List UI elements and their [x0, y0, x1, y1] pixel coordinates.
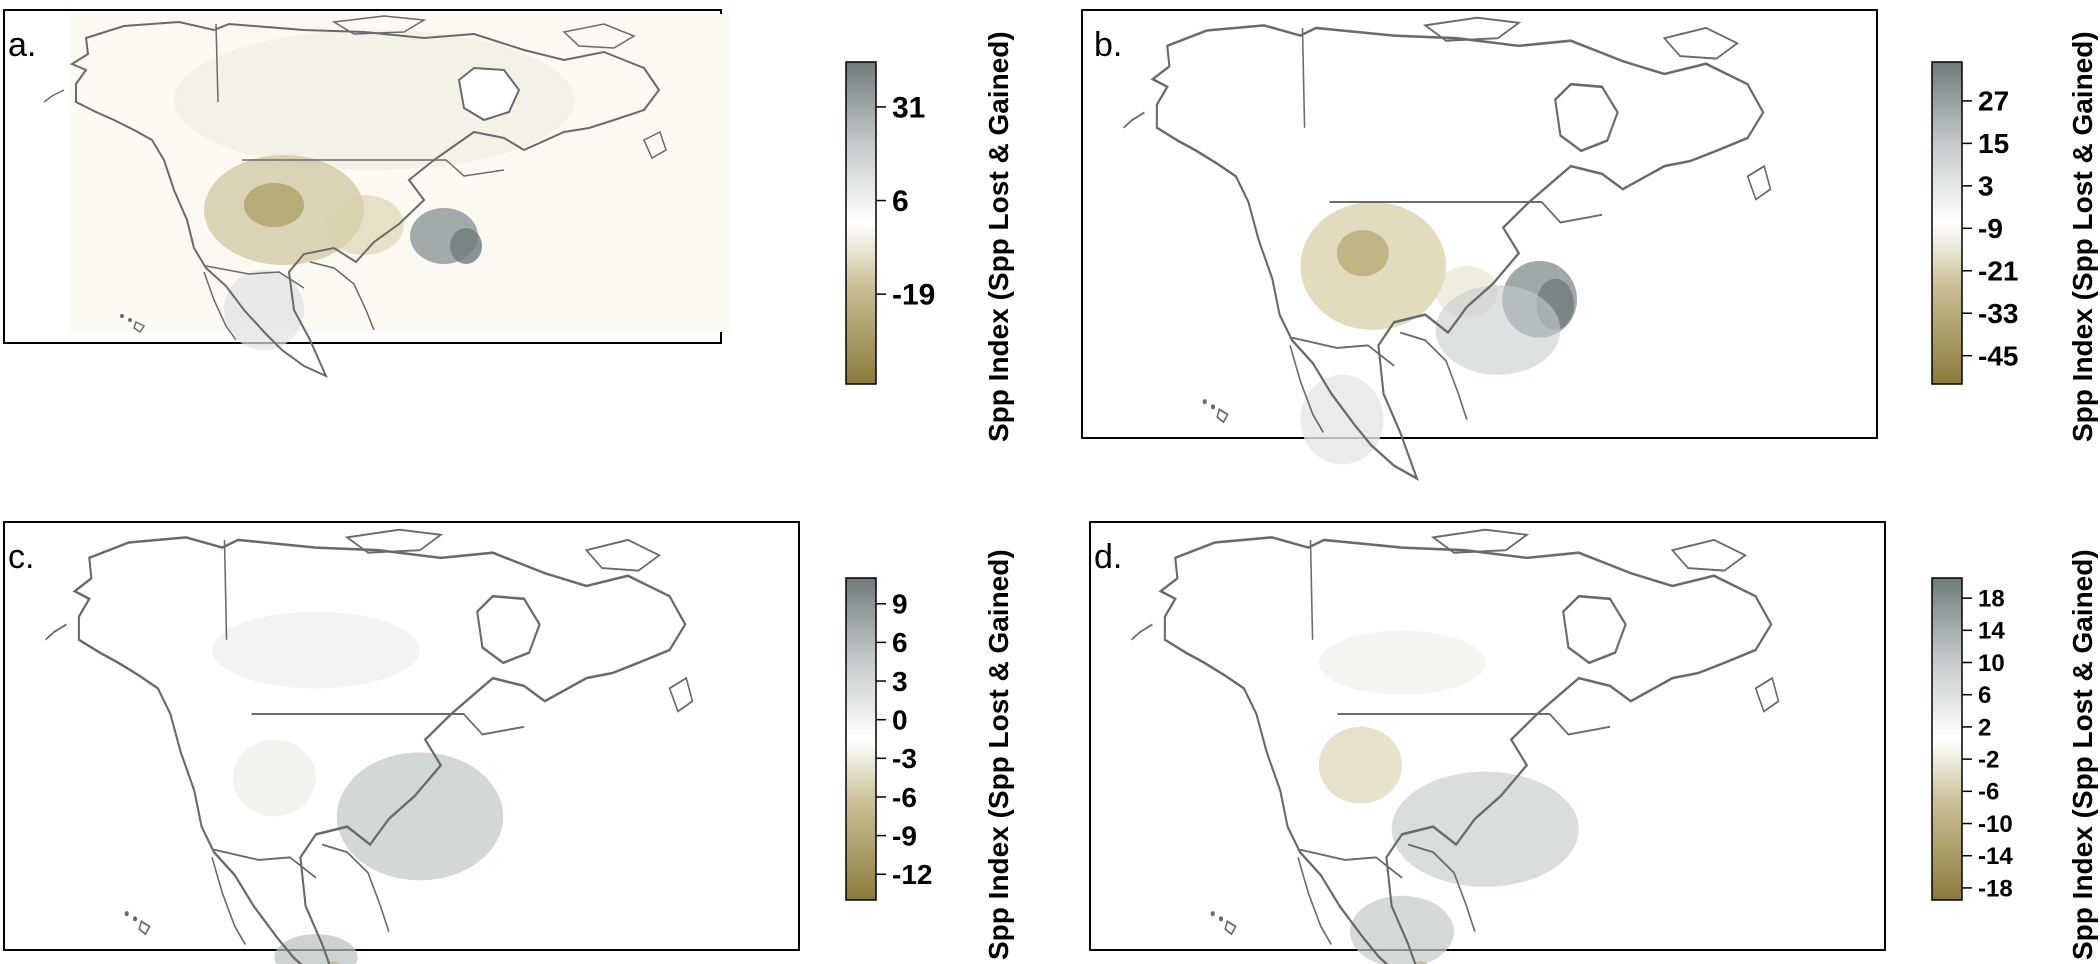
colorbar-tick-label: -19	[892, 279, 935, 312]
colorbar-scale	[845, 577, 877, 901]
colorbar-title: Spp Index (Spp Lost & Gained)	[2067, 31, 2098, 442]
colorbar-tick-label: 0	[892, 704, 908, 735]
colorbar-tick-label: -18	[1978, 875, 2013, 902]
colorbar-tick-label: 15	[1978, 128, 2009, 159]
colorbar-scale	[1931, 577, 1963, 901]
colorbar-tick-label: -33	[1978, 298, 2018, 329]
panel-d: d. 18 14 10 6 2 -2 -6 -10 -14 -18 Spp Index (Spp …	[1089, 521, 2098, 964]
colorbar-tick-label: 10	[1978, 650, 2005, 677]
panel-frame	[3, 521, 800, 951]
panel-label: d.	[1094, 538, 1122, 576]
colorbar-title: Spp Index (Spp Lost & Gained)	[983, 31, 1014, 442]
colorbar-tick-label: -14	[1978, 843, 2013, 870]
panel-b: b. 27 15 3 -9 -21 -33 -45 Spp Index (Spp Lost …	[1081, 9, 2098, 480]
colorbar-tick-label: -6	[1978, 779, 1999, 806]
colorbar-tick-label: 6	[892, 185, 909, 218]
map-d	[1130, 528, 1780, 964]
colorbar-tick-label: -45	[1978, 340, 2018, 371]
panel-label: b.	[1094, 26, 1122, 64]
map-b	[1122, 16, 1772, 480]
colorbar-tick-label: -9	[1978, 213, 2003, 244]
colorbar-tick-label: 3	[892, 666, 908, 697]
colorbar-scale	[1931, 61, 1963, 385]
colorbar-c: 9 6 3 0 -3 -6 -9 -12 Spp Index (Spp Lost & Gain…	[845, 549, 1014, 960]
colorbar-title: Spp Index (Spp Lost & Gained)	[2067, 549, 2098, 960]
colorbar-a: 31 6 -19 Spp Index (Spp Lost & Gained)	[845, 31, 1014, 442]
colorbar-tick-label: 2	[1978, 714, 1991, 741]
colorbar-tick-label: 9	[892, 589, 908, 620]
colorbar-d: 18 14 10 6 2 -2 -6 -10 -14 -18 Spp Index (Spp Los…	[1931, 549, 2098, 960]
colorbar-tick-label: -9	[892, 820, 917, 851]
colorbar-tick-label: -3	[892, 743, 917, 774]
panel-c: c. 9 6 3 0 -3 -6 -9 -12 Spp Index (Spp Lost & G…	[3, 521, 1014, 964]
panel-label: c.	[8, 538, 34, 576]
colorbar-b: 27 15 3 -9 -21 -33 -45 Spp Index (Spp Lost & G…	[1931, 31, 2098, 442]
map-c	[44, 528, 694, 964]
colorbar-scale	[845, 61, 877, 385]
colorbar-tick-label: 6	[892, 627, 908, 658]
panel-a: a. 31 6 -19 Spp Index (Spp Lost & Gained)	[3, 9, 1014, 442]
panel-frame	[1081, 9, 1878, 439]
colorbar-tick-label: 14	[1978, 618, 2005, 645]
colorbar-tick-label: 31	[892, 91, 925, 124]
colorbar-title: Spp Index (Spp Lost & Gained)	[983, 549, 1014, 960]
map-a	[43, 15, 667, 377]
colorbar-tick-label: -2	[1978, 747, 1999, 774]
colorbar-tick-label: 6	[1978, 682, 1991, 709]
colorbar-tick-label: 3	[1978, 171, 1994, 202]
colorbar-tick-label: -12	[892, 859, 932, 890]
panel-label: a.	[8, 26, 36, 64]
colorbar-tick-label: 27	[1978, 86, 2009, 117]
colorbar-tick-label: -6	[892, 782, 917, 813]
colorbar-tick-label: -21	[1978, 256, 2018, 287]
colorbar-tick-label: -10	[1978, 811, 2013, 838]
colorbar-tick-label: 18	[1978, 586, 2005, 613]
